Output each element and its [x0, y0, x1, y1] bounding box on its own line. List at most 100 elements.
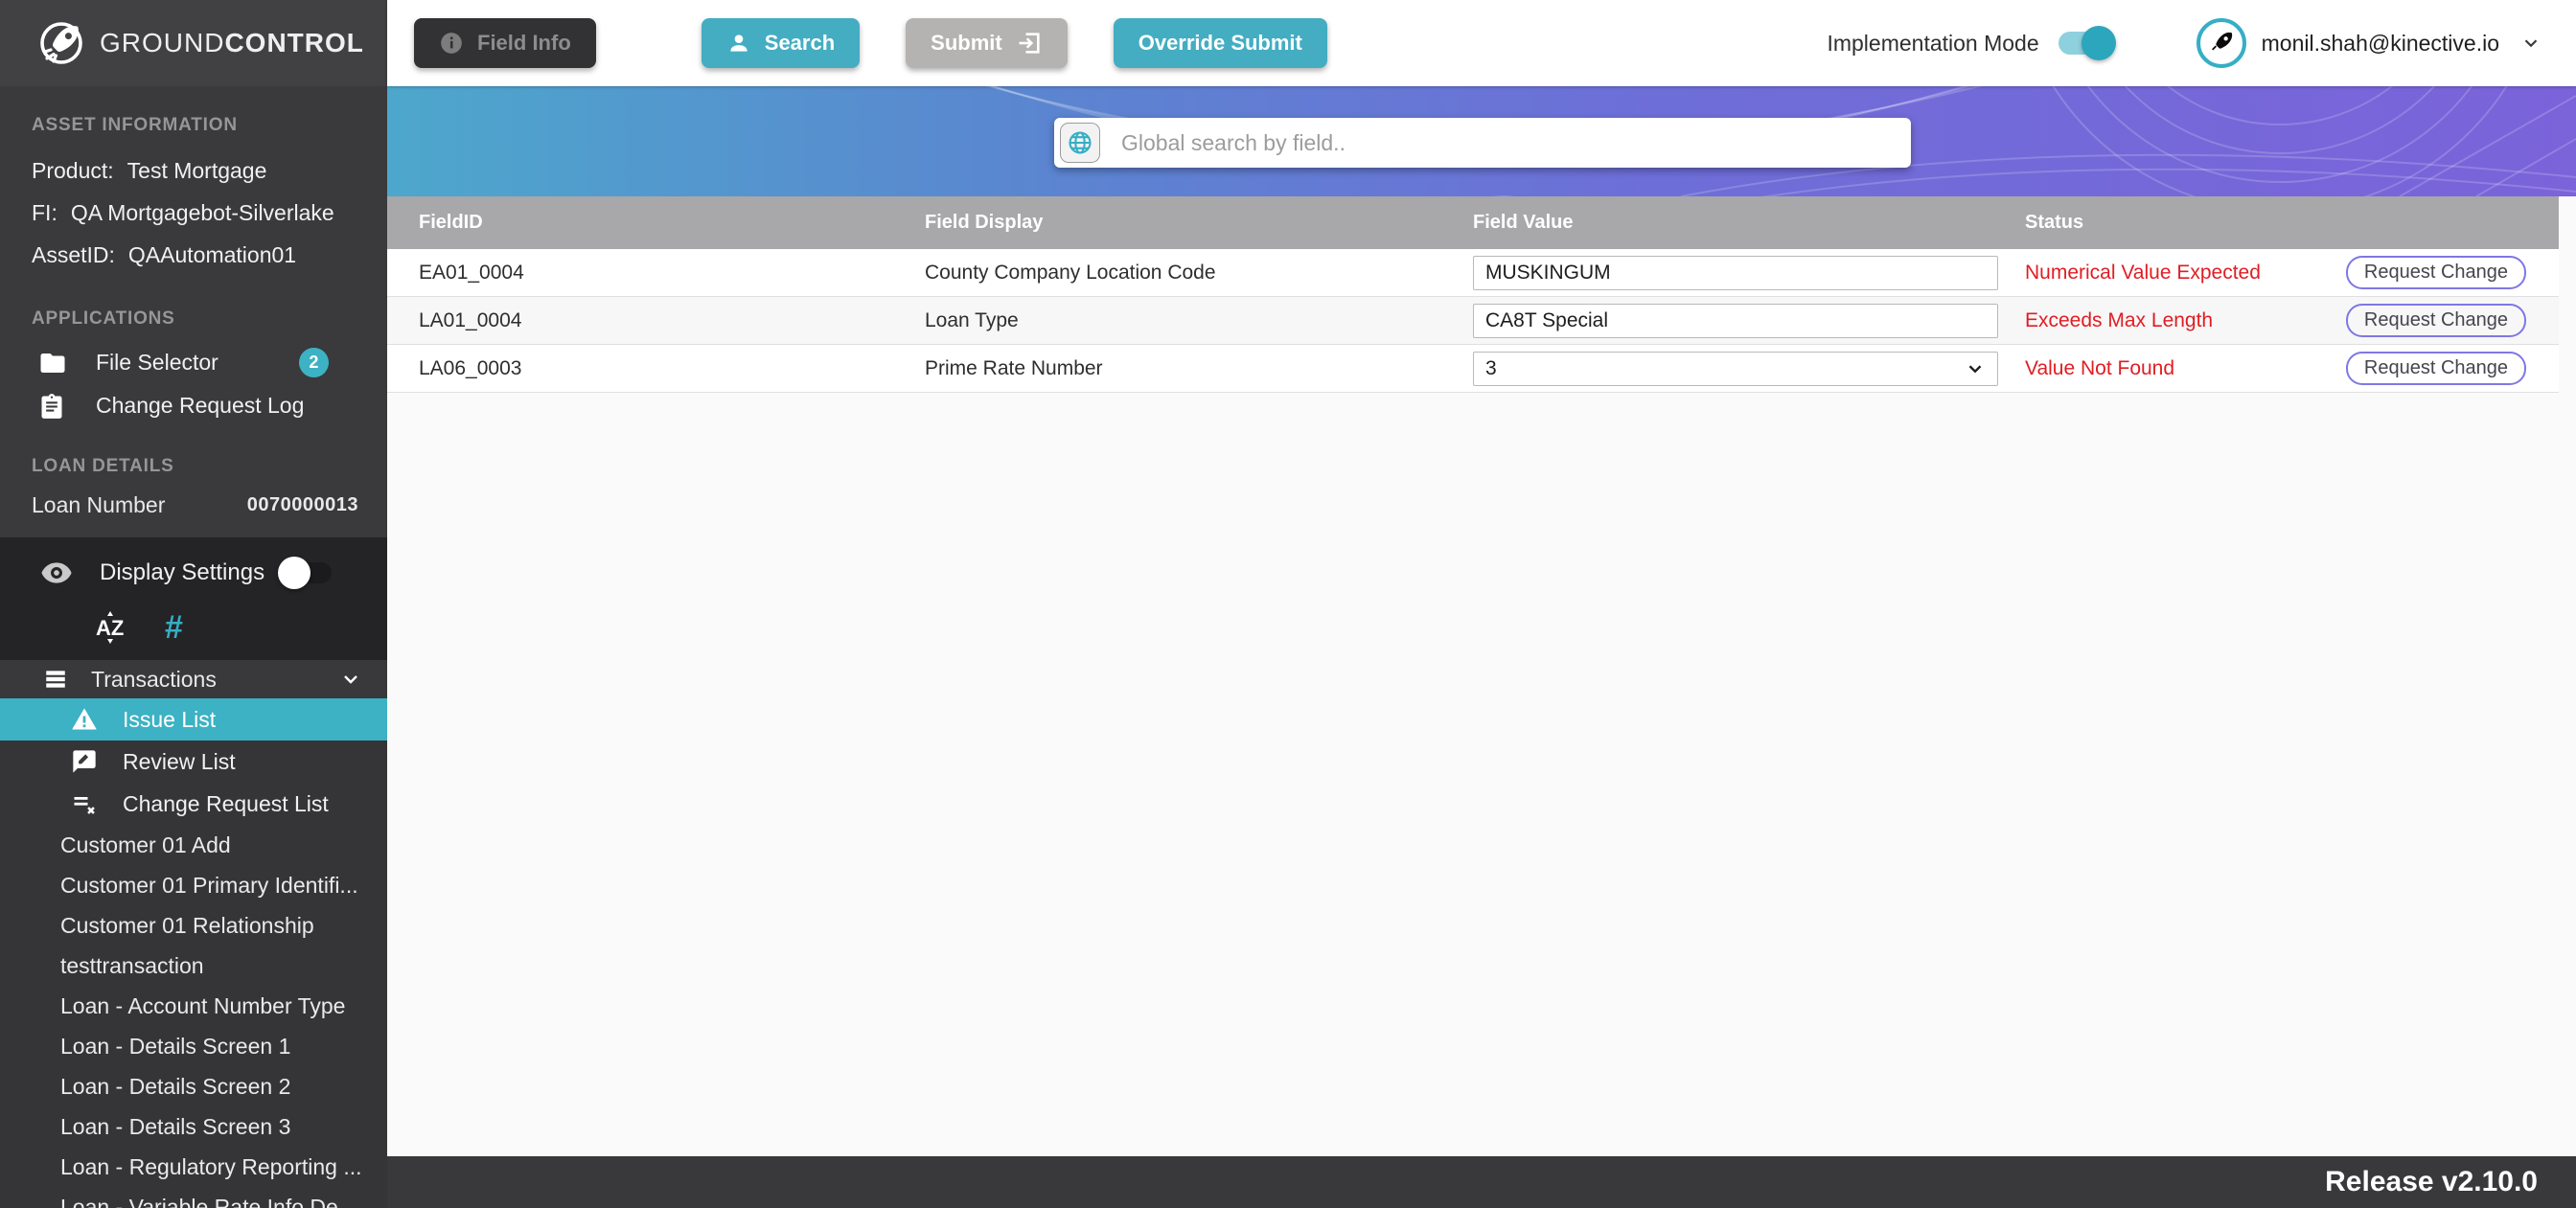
sidebar-item-testtransaction[interactable]: testtransaction	[0, 946, 387, 986]
tx-item-label: Customer 01 Add	[60, 832, 231, 857]
playlist-remove-icon	[71, 790, 100, 817]
list-icon	[43, 667, 68, 692]
field-value-input[interactable]	[1473, 303, 1998, 338]
request-change-button[interactable]: Request Change	[2345, 304, 2526, 337]
sidebar-item-review-list[interactable]: Review List	[0, 741, 387, 783]
tx-item-label: Loan - Details Screen 3	[60, 1113, 291, 1139]
field-display: Prime Rate Number	[925, 356, 1103, 379]
status-text: Value Not Found	[2025, 356, 2175, 379]
field-id: LA06_0003	[419, 356, 522, 379]
asset-information-title: ASSET INFORMATION	[32, 115, 238, 135]
rate-review-icon	[71, 748, 100, 775]
implementation-mode-toggle[interactable]	[2058, 26, 2116, 60]
banner	[387, 86, 2576, 196]
search-button[interactable]: Search	[701, 18, 861, 68]
top-toolbar: Field Info Search Submit Override Submit…	[387, 0, 2576, 86]
sidebar-item-file-selector[interactable]: File Selector 2	[38, 341, 387, 384]
field-id: LA01_0004	[419, 308, 522, 331]
loan-number-label: Loan Number	[32, 492, 166, 517]
table-header: FieldID Field Display Field Value Status	[387, 196, 2559, 249]
status-text: Numerical Value Expected	[2025, 261, 2261, 284]
sidebar-item-customer-01-primary-identification[interactable]: Customer 01 Primary Identifi...	[0, 865, 387, 905]
person-icon	[726, 31, 751, 56]
sidebar-item-loan-account-number-type[interactable]: Loan - Account Number Type	[0, 986, 387, 1026]
field-id: EA01_0004	[419, 261, 524, 284]
review-list-label: Review List	[123, 748, 236, 774]
sidebar-item-loan-variable-rate-info[interactable]: Loan - Variable Rate Info De...	[0, 1187, 387, 1208]
tx-item-label: Loan - Regulatory Reporting ...	[60, 1153, 362, 1179]
loan-number-row: Loan Number 0070000013	[32, 492, 358, 518]
sidebar-item-loan-regulatory-reporting[interactable]: Loan - Regulatory Reporting ...	[0, 1147, 387, 1187]
toolbar-right: Implementation Mode monil.shah@kinective…	[1827, 18, 2542, 68]
tx-item-label: testtransaction	[60, 952, 204, 978]
sidebar-item-issue-list[interactable]: Issue List	[0, 698, 387, 741]
sidebar-item-change-request-log[interactable]: Change Request Log	[38, 384, 387, 427]
transactions-header[interactable]: Transactions	[0, 660, 387, 698]
sidebar-item-customer-01-relationship[interactable]: Customer 01 Relationship	[0, 905, 387, 946]
file-selector-label: File Selector	[96, 350, 218, 375]
rocket-logo-icon	[38, 20, 84, 66]
account-chevron-down-icon[interactable]	[2520, 33, 2542, 54]
submit-button[interactable]: Submit	[906, 18, 1068, 68]
col-field-value: Field Value	[1473, 212, 1574, 233]
sort-alpha-icon[interactable]: AZ	[94, 610, 132, 645]
change-request-list-label: Change Request List	[123, 790, 329, 816]
eye-icon	[40, 557, 73, 589]
file-selector-badge: 2	[298, 348, 329, 377]
col-fieldid: FieldID	[419, 212, 483, 233]
tx-item-label: Loan - Details Screen 1	[60, 1033, 291, 1059]
sidebar: ASSET INFORMATION Product: Test Mortgage …	[0, 86, 387, 1208]
col-field-display: Field Display	[925, 212, 1044, 233]
sidebar-item-loan-details-screen-1[interactable]: Loan - Details Screen 1	[0, 1026, 387, 1066]
select-value: 3	[1485, 356, 1497, 379]
request-change-button[interactable]: Request Change	[2345, 352, 2526, 385]
clipboard-icon	[38, 393, 71, 420]
hash-icon[interactable]: #	[165, 609, 183, 646]
tx-item-label: Customer 01 Primary Identifi...	[60, 872, 358, 898]
user-avatar[interactable]	[2196, 18, 2246, 68]
override-submit-label: Override Submit	[1138, 31, 1302, 55]
global-search-input[interactable]	[1121, 129, 1901, 156]
brand-control: CONTROL	[224, 28, 364, 57]
field-display: County Company Location Code	[925, 261, 1216, 284]
field-info-button[interactable]: Field Info	[414, 18, 596, 68]
asset-product-row: Product: Test Mortgage	[32, 149, 387, 192]
col-status: Status	[2025, 212, 2084, 233]
loan-details-title: LOAN DETAILS	[32, 456, 174, 476]
svg-text:AZ: AZ	[96, 616, 124, 640]
asset-fi-row: FI: QA Mortgagebot-Silverlake	[32, 192, 387, 234]
status-text: Exceeds Max Length	[2025, 308, 2214, 331]
chevron-down-icon	[1965, 358, 1986, 379]
table-row: LA06_0003 Prime Rate Number 3 Value Not …	[387, 345, 2559, 393]
field-value-select[interactable]: 3	[1473, 351, 1998, 386]
tx-item-label: Customer 01 Relationship	[60, 912, 314, 938]
sidebar-item-customer-01-add[interactable]: Customer 01 Add	[0, 825, 387, 865]
issue-table: FieldID Field Display Field Value Status…	[387, 196, 2559, 393]
tx-item-label: Loan - Account Number Type	[60, 992, 346, 1018]
implementation-mode-label: Implementation Mode	[1827, 30, 2039, 56]
globe-icon	[1060, 123, 1100, 163]
sidebar-item-loan-details-screen-2[interactable]: Loan - Details Screen 2	[0, 1066, 387, 1106]
applications-title: APPLICATIONS	[32, 308, 175, 329]
tx-item-label: Loan - Details Screen 2	[60, 1073, 291, 1099]
logo-bar: GROUNDCONTROL	[0, 0, 387, 86]
assetid-value: QAAutomation01	[127, 242, 297, 267]
tx-item-label: Loan - Variable Rate Info De...	[60, 1194, 356, 1208]
change-request-log-label: Change Request Log	[96, 393, 305, 418]
display-settings-label: Display Settings	[100, 559, 265, 585]
info-icon	[439, 31, 464, 56]
request-change-button[interactable]: Request Change	[2345, 256, 2526, 289]
release-version: Release v2.10.0	[2325, 1166, 2538, 1197]
table-row: EA01_0004 County Company Location Code N…	[387, 249, 2559, 297]
issue-list-label: Issue List	[123, 706, 217, 732]
display-settings-block: Display Settings AZ #	[0, 537, 387, 660]
assetid-label: AssetID:	[32, 242, 115, 267]
submit-label: Submit	[931, 31, 1002, 55]
field-value-input[interactable]	[1473, 255, 1998, 290]
sidebar-item-loan-details-screen-3[interactable]: Loan - Details Screen 3	[0, 1106, 387, 1147]
display-settings-toggle[interactable]	[278, 557, 333, 589]
override-submit-button[interactable]: Override Submit	[1113, 18, 1327, 68]
brand-wordmark: GROUNDCONTROL	[100, 28, 364, 58]
fi-value: QA Mortgagebot-Silverlake	[70, 200, 334, 225]
sidebar-item-change-request-list[interactable]: Change Request List	[0, 783, 387, 825]
